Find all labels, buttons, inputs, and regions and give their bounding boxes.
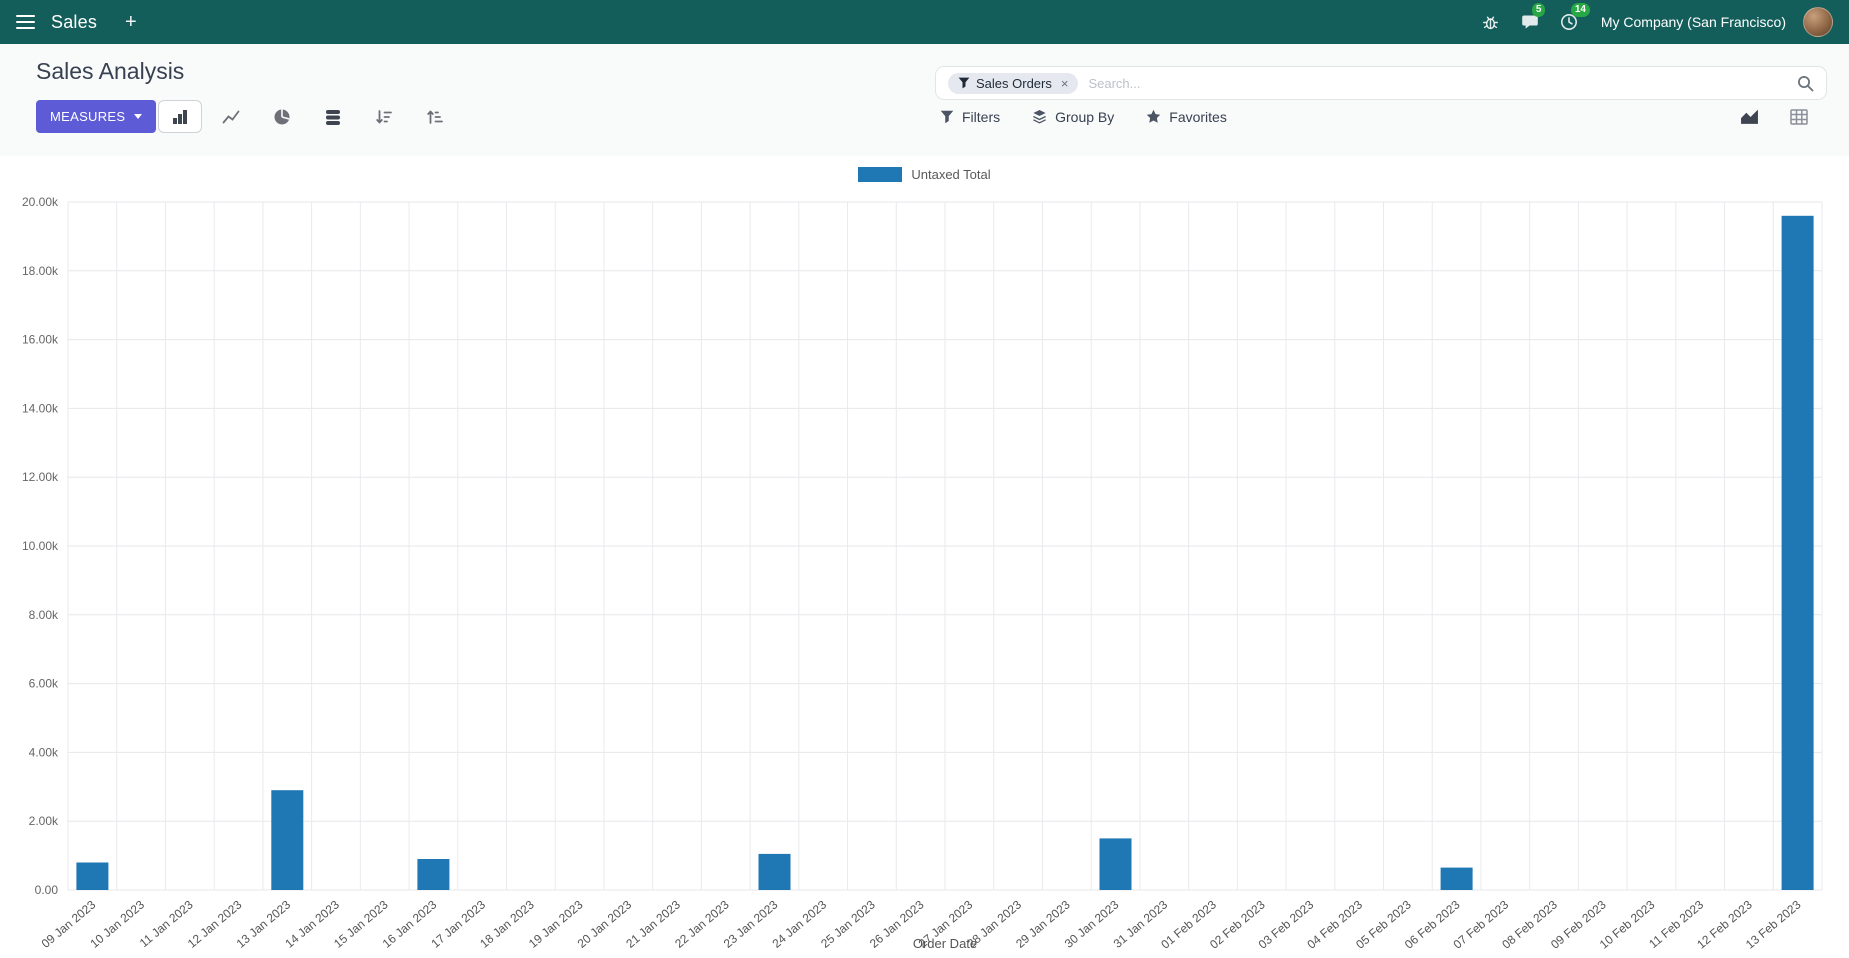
chart-type-toolbar	[158, 100, 457, 133]
measures-label: MEASURES	[50, 109, 126, 124]
search-icon[interactable]	[1797, 75, 1814, 92]
legend-label: Untaxed Total	[911, 166, 991, 182]
y-tick-label: 14.00k	[22, 401, 59, 415]
bar[interactable]	[1440, 867, 1473, 890]
layers-icon	[1033, 109, 1047, 124]
y-tick-label: 6.00k	[29, 677, 59, 691]
pie-chart-button[interactable]	[260, 100, 304, 133]
activities-clock-icon[interactable]: 14	[1558, 3, 1590, 33]
bar[interactable]	[76, 862, 109, 891]
stacked-toggle-button[interactable]	[311, 100, 355, 133]
new-tab-button[interactable]: +	[125, 11, 137, 33]
user-avatar[interactable]	[1803, 7, 1833, 37]
favorites-label: Favorites	[1169, 108, 1227, 125]
x-axis-title: Order Date	[913, 936, 977, 951]
chart-legend[interactable]: Untaxed Total	[0, 156, 1849, 184]
bar[interactable]	[271, 790, 304, 890]
y-tick-label: 12.00k	[22, 470, 59, 484]
caret-down-icon	[134, 114, 143, 119]
facet-label: Sales Orders	[976, 75, 1052, 91]
favorites-button[interactable]: Favorites	[1146, 109, 1227, 125]
sort-descending-button[interactable]	[362, 100, 406, 133]
legend-swatch	[858, 166, 903, 182]
messages-count-badge: 5	[1531, 3, 1546, 17]
sort-ascending-button[interactable]	[413, 100, 457, 133]
y-tick-label: 2.00k	[29, 814, 59, 828]
search-facet-sales-orders[interactable]: Sales Orders ×	[948, 72, 1079, 94]
control-panel: Sales Analysis Sales Orders × MEASURES	[0, 44, 1849, 156]
bar[interactable]	[758, 853, 791, 890]
area-chart-icon	[1740, 109, 1758, 124]
y-tick-label: 18.00k	[22, 264, 59, 278]
y-tick-label: 4.00k	[29, 745, 59, 759]
bar-chart-canvas[interactable]: 0.00 2.00k 4.00k 6.00k 8.00k 10.00k 12.00k 14.0…	[0, 190, 1849, 958]
search-input[interactable]	[1088, 75, 1797, 91]
bar[interactable]	[417, 859, 450, 890]
group-by-label: Group By	[1055, 108, 1115, 125]
apps-menu-icon[interactable]	[16, 15, 35, 29]
y-tick-label: 20.00k	[22, 195, 59, 209]
y-tick-label: 16.00k	[22, 333, 59, 347]
bar[interactable]	[1099, 838, 1132, 890]
filters-button[interactable]: Filters	[940, 109, 1000, 125]
search-bar[interactable]: Sales Orders ×	[935, 66, 1827, 100]
bar[interactable]	[1781, 215, 1814, 891]
view-switcher	[1729, 100, 1819, 133]
activities-count-badge: 14	[1570, 3, 1590, 17]
group-by-button[interactable]: Group By	[1032, 109, 1114, 125]
facet-remove-icon[interactable]: ×	[1060, 75, 1069, 91]
funnel-icon	[958, 77, 970, 89]
y-tick-label: 8.00k	[29, 608, 59, 622]
company-switcher[interactable]: My Company (San Francisco)	[1600, 14, 1786, 30]
search-options: Filters Group By Favorites	[940, 100, 1227, 133]
y-tick-label: 10.00k	[22, 539, 59, 553]
measures-button[interactable]: MEASURES	[36, 100, 157, 133]
pivot-view-button[interactable]	[1779, 100, 1819, 133]
star-icon	[1147, 109, 1161, 123]
page-title: Sales Analysis	[36, 58, 185, 84]
messages-icon[interactable]: 5	[1519, 3, 1546, 33]
bar-chart-button[interactable]	[158, 100, 202, 133]
app-name[interactable]: Sales	[51, 11, 98, 32]
filters-label: Filters	[962, 108, 1001, 125]
chart-area: Untaxed Total 0.00 2.00k 4.00k 6.00k 8.00k 10…	[0, 156, 1849, 958]
y-tick-label: 0.00	[35, 883, 59, 897]
line-chart-button[interactable]	[209, 100, 253, 133]
pivot-grid-icon	[1790, 108, 1808, 125]
top-navbar: Sales + 5 14 My Company (San Francisco)	[0, 0, 1849, 44]
debug-bug-icon[interactable]	[1480, 11, 1502, 33]
graph-view-button[interactable]	[1729, 100, 1769, 133]
funnel-icon	[940, 110, 954, 123]
